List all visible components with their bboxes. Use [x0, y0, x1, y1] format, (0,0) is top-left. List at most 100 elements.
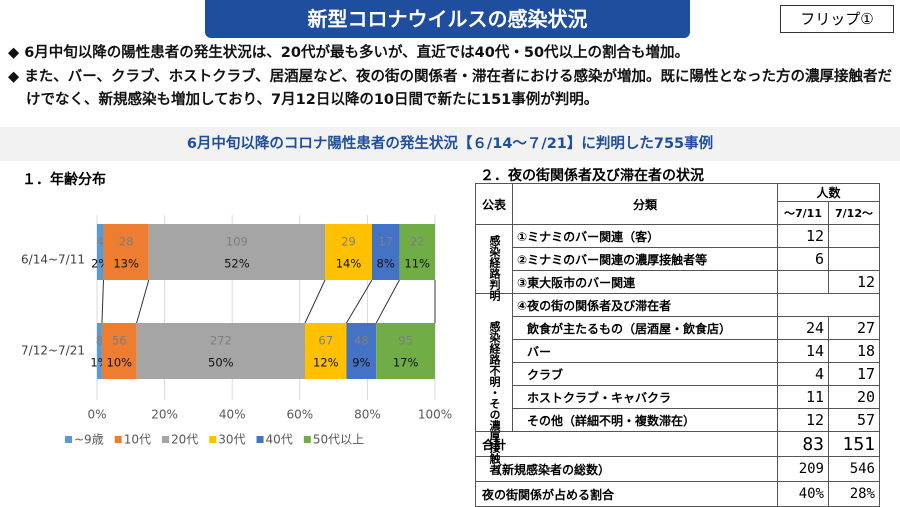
- bar-segment: [103, 224, 149, 280]
- cell-value: [777, 270, 829, 294]
- percent-label: 17%: [393, 356, 419, 370]
- y-tick-label: 7/12~7/21: [21, 344, 85, 358]
- bar-segment: [376, 323, 435, 379]
- legend-swatch: [256, 436, 264, 443]
- y-tick-label: 6/14~7/11: [21, 253, 85, 267]
- value-label: 67: [318, 334, 333, 348]
- bullet-text: 6月中旬以降の陽性患者の発生状況は、20代が最も多いが、直近では40代・50代以…: [24, 45, 690, 61]
- total-value: 151: [828, 431, 880, 457]
- value-label: 29: [341, 235, 356, 249]
- group-cell: 感染経路不明・その濃厚接触者: [475, 293, 513, 475]
- cell-value: 24: [777, 316, 829, 340]
- total-value: 40%: [777, 481, 829, 507]
- cell-value: 6: [777, 247, 829, 271]
- legend-label: 10代: [124, 433, 151, 447]
- cell-value: 14: [777, 339, 829, 363]
- percent-label: 8%: [377, 257, 395, 271]
- bar-segment: [97, 224, 104, 280]
- bar-segment: [101, 323, 137, 379]
- legend-swatch: [114, 436, 122, 443]
- table-row: その他（詳細不明・複数滞在） 12 57: [476, 408, 880, 432]
- badge: フリップ①: [780, 5, 894, 33]
- value-label: 28: [119, 235, 134, 249]
- series-line: [375, 279, 400, 324]
- total-value: 28%: [828, 481, 880, 507]
- chart: １．年齢分布 0% 20% 40% 60% 80% 100%6/14~7/1142%281…: [21, 171, 452, 447]
- bar-segment: [305, 323, 347, 379]
- row-label: ②ミナミのバー関連の濃厚接触者等: [512, 247, 778, 271]
- subtitle: 6月中旬以降のコロナ陽性患者の発生状況【６/14～７/21】に判明した755事例: [0, 127, 900, 161]
- header: 分類: [512, 183, 778, 225]
- bullet: ◆ また、バー、クラブ、ホストクラブ、居酒屋など、夜の街の関係者・滞在者における…: [8, 69, 893, 108]
- percent-label: 10%: [107, 356, 133, 370]
- cell-value: 12: [777, 408, 829, 432]
- value-label: 56: [112, 334, 127, 348]
- table-row: ホストクラブ・キャバクラ 11 20: [476, 385, 880, 409]
- legend-swatch: [209, 436, 217, 443]
- bullet: ◆ 6月中旬以降の陽性患者の発生状況は、20代が最も多いが、直近では40代・50…: [8, 45, 690, 61]
- cell-value: 12: [777, 224, 829, 248]
- total-value: 209: [777, 456, 829, 482]
- header: 人数: [777, 183, 880, 202]
- row-label: ③東大阪市のバー関連: [512, 270, 778, 294]
- value-label: 22: [410, 235, 425, 249]
- value-label: 8: [96, 334, 103, 348]
- table-row: （新規感染者の総数） 209 546: [475, 456, 880, 482]
- percent-label: 11%: [404, 257, 430, 271]
- total-label: 合計: [475, 431, 778, 457]
- bar-segment: [97, 323, 102, 379]
- value-label: 48: [354, 334, 369, 348]
- x-tick-label: 40%: [219, 408, 246, 422]
- table-title: ２．夜の街関係者及び滞在者の状況: [480, 168, 704, 184]
- series-line: [304, 279, 326, 324]
- total-label: （新規感染者の総数）: [475, 456, 778, 482]
- table-row: 飲食が主たるもの（居酒屋・飲食店） 24 27: [476, 316, 880, 340]
- table-row: バー 14 18: [476, 339, 880, 363]
- table: 公表 分類 人数 ～7/11 7/12～ 感染経路判明 ①ミナミのバー関連（客） 12 ②ミナミ…: [475, 183, 880, 507]
- x-tick-label: 20%: [151, 408, 178, 422]
- bar-segment: [148, 224, 326, 280]
- chart-title: １．年齢分布: [22, 171, 106, 188]
- header: 公表: [475, 183, 513, 225]
- legend-label: 50代以上: [313, 433, 364, 447]
- header: 7/12～: [828, 201, 880, 225]
- cell-value: [828, 247, 880, 271]
- cell-value: 57: [828, 408, 880, 432]
- bar-segment: [371, 224, 400, 280]
- series-line: [136, 279, 150, 324]
- row-label: その他（詳細不明・複数滞在）: [512, 408, 778, 432]
- total-value: 546: [828, 456, 880, 482]
- cell: [777, 293, 880, 317]
- percent-label: 52%: [224, 257, 250, 271]
- group-label: 感染経路不明・その濃厚接触者: [488, 320, 501, 475]
- table-row: 感染経路不明・その濃厚接触者 ④夜の街の関係者及び滞在者: [475, 293, 880, 475]
- group-label: 感染経路判明: [488, 235, 501, 301]
- table-row: 感染経路判明 ①ミナミのバー関連（客） 12: [475, 224, 880, 301]
- table-row: ②ミナミのバー関連の濃厚接触者等 6: [476, 247, 880, 271]
- legend-label: 40代: [266, 433, 293, 447]
- percent-label: 12%: [313, 356, 339, 370]
- percent-label: 14%: [336, 257, 362, 271]
- bullet-text: また、バー、クラブ、ホストクラブ、居酒屋など、夜の街の関係者・滞在者における感染…: [24, 69, 893, 108]
- total-label: 夜の街関係が占める割合: [475, 481, 778, 507]
- percent-label: 50%: [208, 356, 234, 370]
- value-label: 109: [226, 235, 248, 249]
- value-label: 4: [97, 235, 104, 249]
- x-tick-label: 0%: [87, 408, 106, 422]
- percent-label: 13%: [113, 257, 139, 271]
- percent-label: 9%: [352, 356, 370, 370]
- table-row: ～7/11 7/12～: [476, 201, 880, 225]
- cell-value: 27: [828, 316, 880, 340]
- legend-swatch: [303, 436, 311, 443]
- table-row: 公表 分類 人数: [475, 183, 880, 225]
- series-line: [101, 279, 104, 324]
- legend-label: 30代: [218, 433, 245, 447]
- table-row: ③東大阪市のバー関連 12: [476, 270, 880, 294]
- bar-segment: [346, 323, 377, 379]
- bar-segment: [325, 224, 372, 280]
- cell-value: 17: [828, 362, 880, 386]
- table-row: 合計 83 151: [475, 431, 880, 457]
- cell-value: 4: [777, 362, 829, 386]
- group-cell: 感染経路判明: [475, 224, 513, 301]
